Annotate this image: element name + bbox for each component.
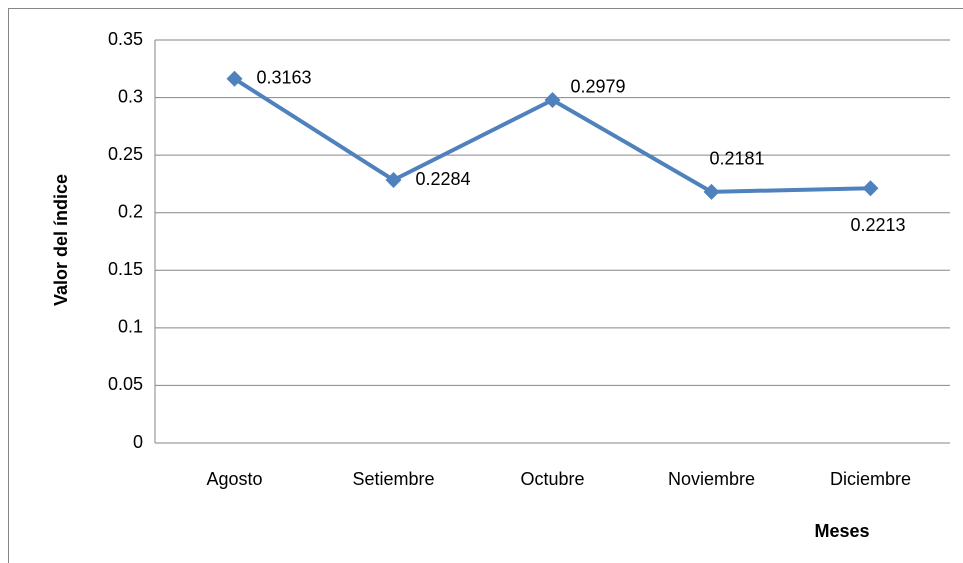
y-tick-label: 0.35 <box>108 29 143 49</box>
y-tick-label: 0.25 <box>108 144 143 164</box>
chart-border <box>8 8 963 563</box>
marker <box>703 183 720 200</box>
marker <box>862 180 879 197</box>
data-label: 0.2213 <box>851 215 906 235</box>
y-tick-label: 0.1 <box>118 317 143 337</box>
y-tick-label: 0.3 <box>118 86 143 106</box>
x-tick-label: Diciembre <box>830 469 911 489</box>
y-tick-label: 0 <box>133 432 143 452</box>
data-label: 0.2284 <box>416 169 471 189</box>
y-tick-label: 0.05 <box>108 374 143 394</box>
x-axis-label: Meses <box>814 521 869 541</box>
y-tick-label: 0.15 <box>108 259 143 279</box>
marker <box>385 172 402 189</box>
x-tick-label: Noviembre <box>668 469 755 489</box>
x-tick-label: Setiembre <box>352 469 434 489</box>
y-axis-label: Valor del índice <box>51 174 71 306</box>
x-tick-label: Octubre <box>520 469 584 489</box>
data-label: 0.3163 <box>257 68 312 88</box>
x-tick-label: Agosto <box>206 469 262 489</box>
marker <box>544 91 561 108</box>
data-label: 0.2181 <box>710 149 765 169</box>
marker <box>226 70 243 87</box>
y-tick-label: 0.2 <box>118 201 143 221</box>
data-label: 0.2979 <box>571 77 626 97</box>
